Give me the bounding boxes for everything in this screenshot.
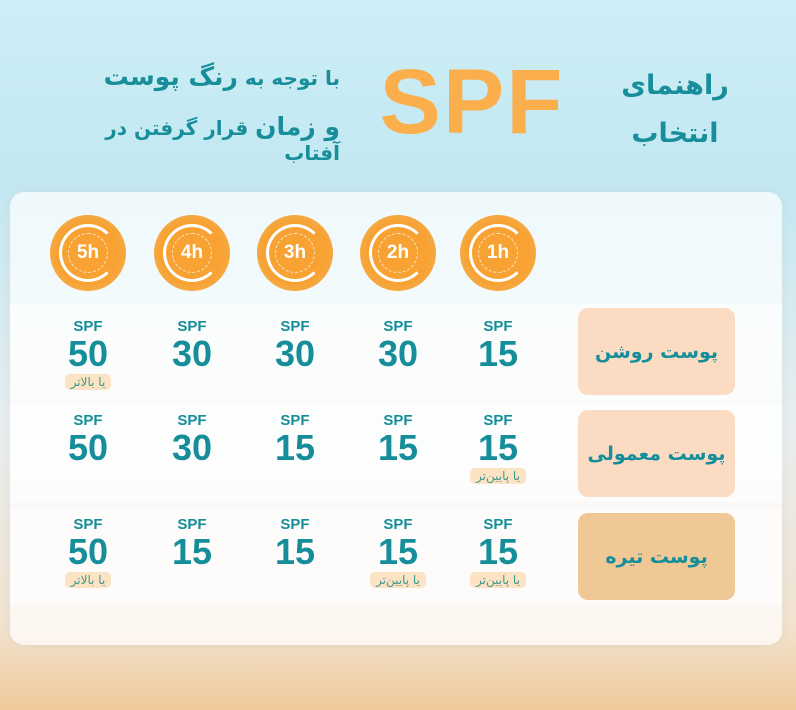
spf-cell: SPF 15 — [245, 412, 345, 466]
spf-value: 15 — [377, 531, 419, 572]
spf-cell: SPF 15 — [245, 516, 345, 570]
spf-value: 30 — [171, 333, 213, 374]
spf-cell: SPF 30 — [245, 318, 345, 372]
spf-cell: SPF 15 یا پایین‌تر — [448, 516, 548, 589]
clock-hour-icon: 4h — [154, 215, 230, 291]
spf-cell: SPF 30 — [348, 318, 448, 372]
spf-unit: SPF — [383, 318, 413, 335]
spf-value: 30 — [377, 333, 419, 374]
spf-value: 15 — [477, 427, 519, 468]
spf-cell: SPF 15 یا پایین‌تر — [348, 516, 448, 589]
spf-unit: SPF — [177, 412, 207, 429]
spf-cell: SPF 15 یا پایین‌تر — [448, 412, 548, 485]
spf-unit: SPF — [73, 516, 103, 533]
spf-unit: SPF — [280, 516, 310, 533]
spf-value: 15 — [274, 531, 316, 572]
spf-note: یا بالاتر — [64, 572, 112, 588]
spf-cell: SPF 15 — [448, 318, 548, 372]
spf-cell: SPF 30 — [142, 412, 242, 466]
hour-label: 4h — [180, 242, 204, 263]
spf-unit: SPF — [177, 318, 207, 335]
spf-note: یا پایین‌تر — [470, 468, 526, 484]
subtitle-line-2: و زمان قرار گرفتن در آفتاب — [105, 112, 340, 165]
spf-unit: SPF — [280, 318, 310, 335]
spf-unit: SPF — [483, 318, 513, 335]
spf-unit: SPF — [177, 516, 207, 533]
spf-value: 30 — [171, 427, 213, 468]
spf-cell: SPF 50 — [38, 412, 138, 466]
hour-label: 2h — [386, 242, 410, 263]
spf-note: یا بالاتر — [64, 374, 112, 390]
skin-type-label: پوست تیره — [578, 513, 735, 600]
clock-hour-icon: 1h — [460, 215, 536, 291]
page-title: راهنمای انتخاب — [621, 70, 729, 149]
clock-hour-icon: 2h — [360, 215, 436, 291]
clock-hour-icon: 5h — [50, 215, 126, 291]
spf-value: 15 — [171, 531, 213, 572]
skin-type-label: پوست روشن — [578, 308, 735, 395]
spf-value: 50 — [67, 531, 109, 572]
hour-label: 1h — [486, 242, 510, 263]
spf-unit: SPF — [73, 318, 103, 335]
spf-unit: SPF — [383, 412, 413, 429]
spf-cell: SPF 30 — [142, 318, 242, 372]
hour-label: 3h — [283, 242, 307, 263]
spf-cell: SPF 15 — [142, 516, 242, 570]
spf-cell: SPF 50 یا بالاتر — [38, 318, 138, 391]
hour-label: 5h — [76, 242, 100, 263]
spf-unit: SPF — [383, 516, 413, 533]
spf-cell: SPF 50 یا بالاتر — [38, 516, 138, 589]
spf-value: 50 — [67, 427, 109, 468]
spf-unit: SPF — [483, 516, 513, 533]
spf-cell: SPF 15 — [348, 412, 448, 466]
spf-note: یا پایین‌تر — [470, 572, 526, 588]
spf-value: 50 — [67, 333, 109, 374]
spf-value: 15 — [477, 333, 519, 374]
spf-heading: SPF — [379, 51, 565, 153]
spf-unit: SPF — [280, 412, 310, 429]
spf-unit: SPF — [73, 412, 103, 429]
spf-value: 15 — [274, 427, 316, 468]
skin-type-label: پوست معمولی — [578, 410, 735, 497]
spf-value: 15 — [377, 427, 419, 468]
spf-note: یا پایین‌تر — [370, 572, 426, 588]
clock-hour-icon: 3h — [257, 215, 333, 291]
subtitle-line-1: با توجه به رنگ پوست — [103, 62, 340, 91]
spf-value: 15 — [477, 531, 519, 572]
spf-value: 30 — [274, 333, 316, 374]
spf-unit: SPF — [483, 412, 513, 429]
